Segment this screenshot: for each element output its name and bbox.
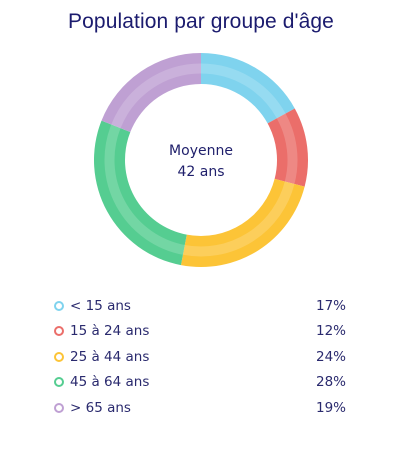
- legend-marker-icon: [54, 351, 64, 362]
- legend-item: 25 à 44 ans 24%: [54, 344, 346, 370]
- donut-slice-highlight-3: [182, 181, 295, 257]
- legend-item: < 15 ans 17%: [54, 293, 346, 319]
- legend-label: < 15 ans: [70, 297, 131, 314]
- legend-label: > 65 ans: [70, 399, 131, 416]
- legend-marker-icon: [54, 402, 64, 413]
- donut-slice-highlight-2: [276, 113, 298, 184]
- legend-item: > 65 ans 19%: [54, 395, 346, 421]
- donut-svg: Moyenne 42 ans: [93, 53, 308, 267]
- legend-value: 24%: [315, 348, 346, 365]
- legend-marker-icon: [54, 377, 64, 388]
- donut-slices: [93, 53, 308, 267]
- chart-title: Population par groupe d'âge: [68, 10, 334, 33]
- legend: < 15 ans 17% 15 à 24 ans 12% 25 à 44 ans 24% 4…: [54, 293, 346, 421]
- legend-value: 19%: [315, 399, 346, 416]
- donut-slice-highlight-4: [104, 124, 185, 255]
- donut-chart: Moyenne 42 ans: [93, 53, 308, 267]
- donut-slice-2: [267, 108, 308, 187]
- legend-label: 15 à 24 ans: [70, 323, 150, 340]
- legend-value: 12%: [315, 323, 346, 340]
- donut-slice-3: [180, 178, 305, 267]
- legend-marker-icon: [54, 326, 64, 337]
- donut-slice-1: [201, 53, 295, 124]
- donut-slice-5: [101, 53, 201, 133]
- legend-value: 28%: [315, 374, 346, 391]
- center-label-line2: 42 ans: [177, 164, 224, 180]
- donut-slice-4: [93, 120, 187, 266]
- legend-label: 25 à 44 ans: [70, 348, 150, 365]
- donut-slice-highlight-1: [200, 63, 286, 119]
- legend-label: 45 à 64 ans: [70, 374, 150, 391]
- legend-marker-icon: [54, 300, 64, 311]
- center-label-line1: Moyenne: [169, 143, 233, 159]
- legend-item: 45 à 64 ans 28%: [54, 370, 346, 396]
- legend-value: 17%: [315, 297, 346, 314]
- donut-slice-highlight-5: [111, 63, 202, 129]
- legend-item: 15 à 24 ans 12%: [54, 319, 346, 345]
